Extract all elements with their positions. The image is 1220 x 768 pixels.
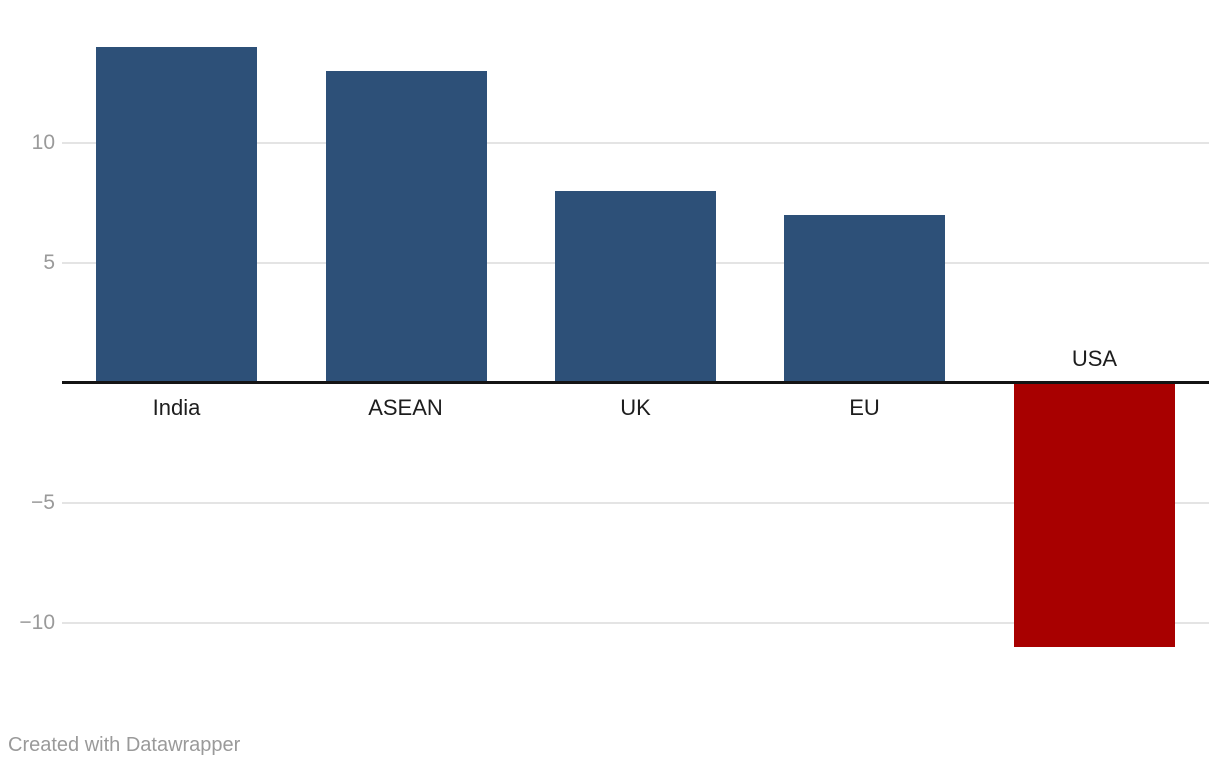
gridline-10 — [62, 141, 1209, 144]
category-label-usa: USA — [1071, 346, 1118, 371]
y-tick-label--5: −5 — [31, 490, 55, 514]
bar-usa — [1014, 384, 1175, 647]
datawrapper-credit-link[interactable]: Created with Datawrapper — [8, 734, 241, 756]
y-tick-label--10: −10 — [19, 610, 55, 634]
category-label-india: India — [152, 395, 201, 420]
category-label-eu: EU — [849, 395, 880, 420]
gridline--5 — [62, 501, 1209, 504]
y-tick-label-5: 5 — [43, 250, 55, 274]
bar-asean — [326, 71, 487, 382]
y-tick-label-10: 10 — [31, 130, 55, 154]
bar-india — [96, 47, 257, 382]
bar-eu — [784, 215, 945, 382]
x-axis-baseline — [62, 381, 1209, 384]
category-label-asean: ASEAN — [368, 395, 443, 420]
bar-uk — [555, 191, 716, 382]
category-label-uk: UK — [620, 395, 651, 420]
gridline--10 — [62, 621, 1209, 624]
